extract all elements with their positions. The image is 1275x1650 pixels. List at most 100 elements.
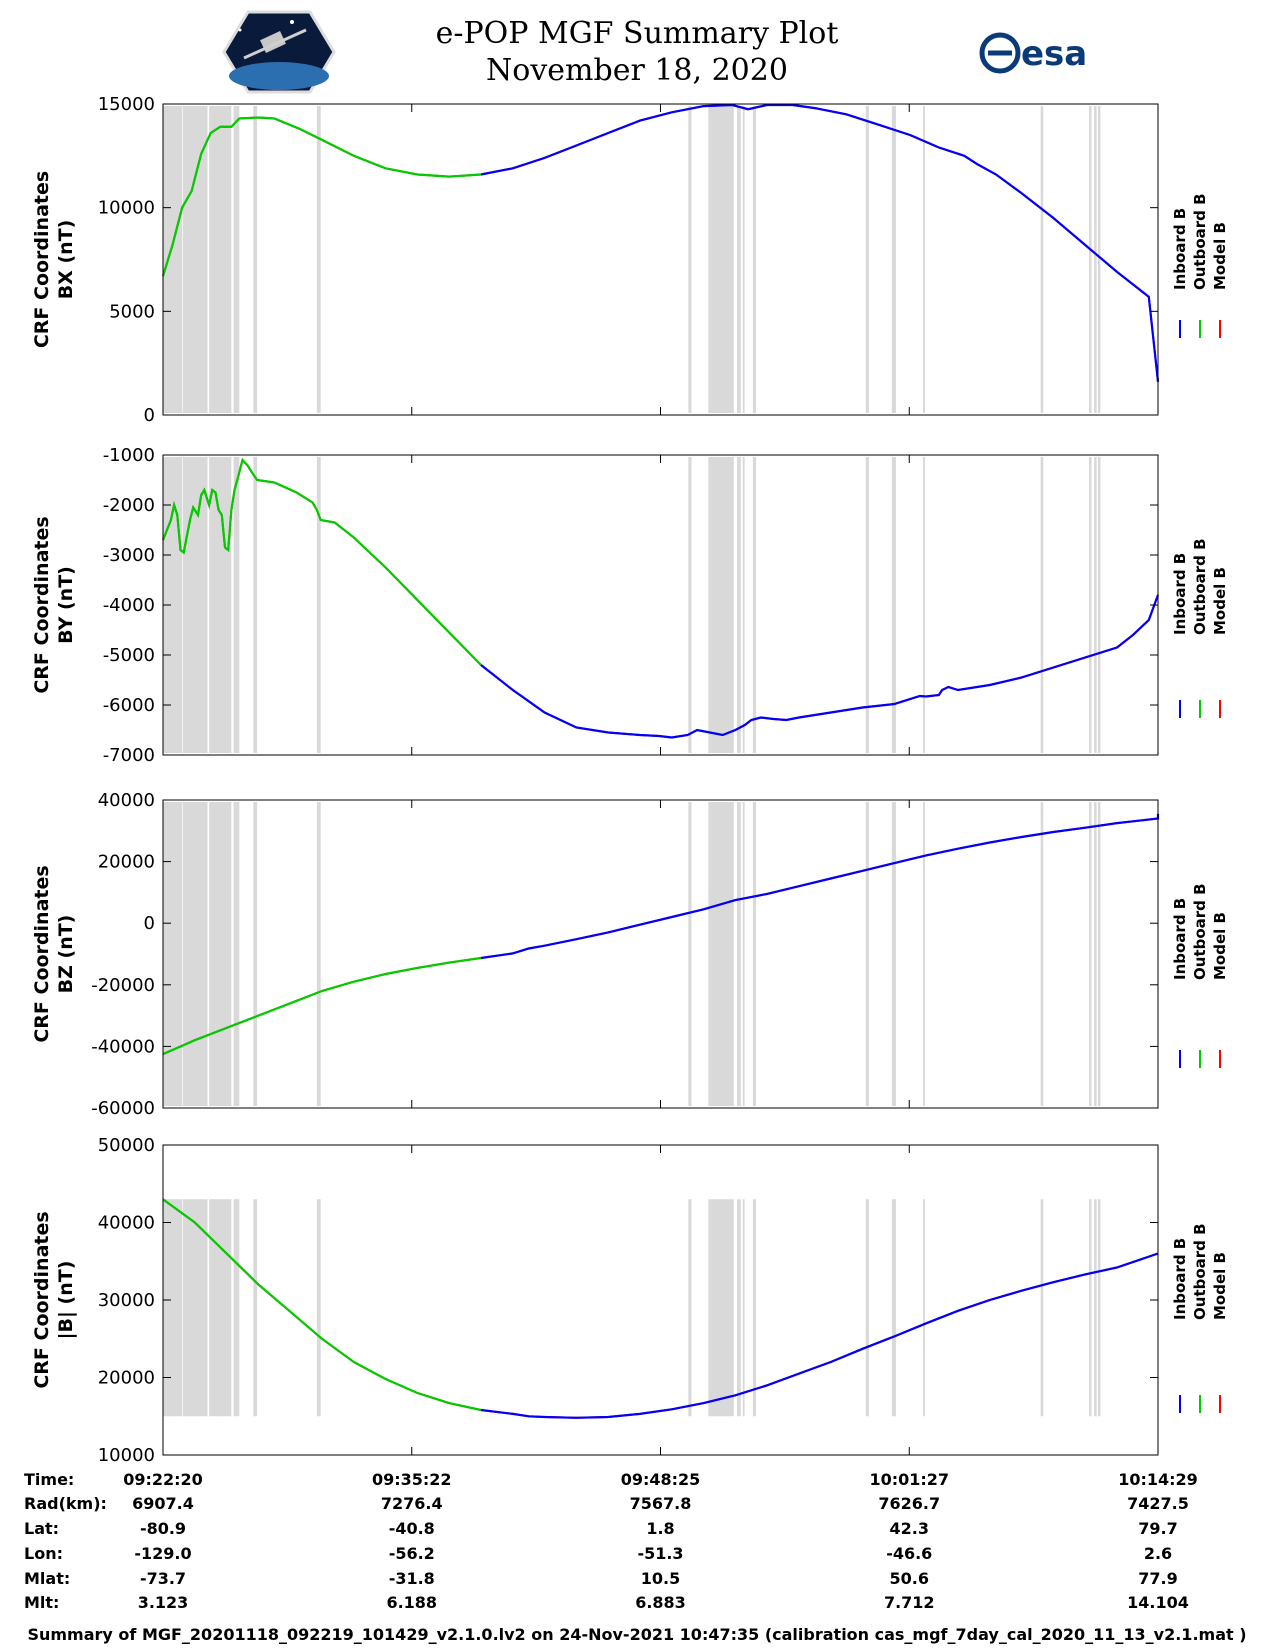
legend-label: Outboard B: [1191, 538, 1209, 635]
y-tick-label: 20000: [98, 852, 155, 873]
gap-band: [708, 457, 734, 753]
legend-label: Model B: [1211, 567, 1229, 635]
gap-band: [182, 457, 208, 753]
gap-band: [1088, 802, 1092, 1106]
gap-band: [253, 802, 258, 1106]
gap-band: [253, 1199, 258, 1417]
info-cell: 50.6: [890, 1569, 929, 1588]
info-cell: 1.8: [646, 1519, 674, 1538]
info-cell: 7276.4: [381, 1494, 443, 1513]
gap-band: [688, 457, 692, 753]
y-tick-label: -5000: [103, 645, 155, 666]
info-cell: 10.5: [641, 1569, 680, 1588]
info-cell: -46.6: [886, 1544, 932, 1563]
gap-band: [923, 106, 925, 413]
gap-band: [1040, 106, 1044, 413]
legend-label: Outboard B: [1191, 193, 1209, 290]
gap-band: [182, 106, 208, 413]
gap-band: [742, 106, 745, 413]
panel-4: 10000 20000 30000 40000 50000 CRF Coordinates…: [31, 1135, 1229, 1466]
gap-band: [1040, 802, 1044, 1106]
gap-band: [736, 802, 741, 1106]
info-row-label: Lon:: [24, 1544, 63, 1563]
info-cell: 3.123: [138, 1593, 189, 1612]
y-axis-label-unit: BY (nT): [55, 566, 77, 644]
plot-area: [163, 455, 1158, 755]
info-row-label: Lat:: [24, 1519, 59, 1538]
outboard-b-series: [162, 1198, 482, 1412]
y-tick-label: 15000: [98, 94, 155, 115]
info-row-label: Mlat:: [24, 1569, 70, 1588]
gap-band: [182, 1199, 208, 1417]
y-tick-label: 10000: [98, 198, 155, 219]
info-cell: 2.6: [1144, 1544, 1172, 1563]
outboard-b-series: [162, 956, 482, 1056]
gap-band: [891, 1199, 896, 1417]
footer-caption: Summary of MGF_20201118_092219_101429_v2…: [27, 1625, 1246, 1644]
plot-title: e-POP MGF Summary Plot: [436, 16, 839, 51]
mission-patch-logo: [222, 10, 336, 94]
info-cell: 6.188: [386, 1593, 437, 1612]
y-tick-label: -7000: [103, 745, 155, 766]
y-axis-label: CRF Coordinates: [31, 1211, 53, 1388]
info-cell: 7427.5: [1127, 1494, 1189, 1513]
legend-label: Outboard B: [1191, 1223, 1209, 1320]
gap-band: [1094, 106, 1097, 413]
info-cell: 7.712: [884, 1593, 935, 1612]
y-tick-label: 20000: [98, 1368, 155, 1389]
info-row-label: Rad(km):: [24, 1494, 107, 1513]
plot-area: [163, 800, 1158, 1108]
gap-band: [253, 106, 258, 413]
gap-band: [1088, 106, 1092, 413]
gap-band: [752, 1199, 757, 1417]
gap-band: [865, 1199, 869, 1417]
info-cell: 42.3: [890, 1519, 929, 1538]
inboard-b-series: [480, 813, 1160, 960]
gap-band: [736, 457, 741, 753]
gap-band: [163, 802, 183, 1106]
gap-band: [316, 106, 321, 413]
gap-band: [1097, 106, 1101, 413]
legend: Inboard B Outboard B Model B: [1171, 1223, 1229, 1413]
gap-band: [233, 106, 240, 413]
y-axis-label: CRF Coordinates: [31, 171, 53, 348]
info-cell: 09:35:22: [372, 1470, 452, 1489]
gap-band: [163, 1199, 183, 1417]
plot-area: [163, 1145, 1158, 1455]
gap-band: [233, 457, 240, 753]
y-axis-label-unit: BX (nT): [55, 220, 77, 300]
panel-1: 0 5000 10000 15000 CRF Coordinates BX (nT) Inb…: [31, 94, 1229, 426]
panel-2: -7000 -6000 -5000 -4000 -3000 -2000 -1000 CRF C…: [31, 445, 1229, 766]
gap-band: [182, 802, 208, 1106]
gap-band: [233, 1199, 240, 1417]
y-tick-label: 0: [144, 405, 155, 426]
plot-area: [163, 104, 1158, 415]
gap-band: [209, 802, 232, 1106]
gap-band: [891, 106, 896, 413]
gap-band: [253, 457, 258, 753]
y-tick-label: -4000: [103, 595, 155, 616]
gap-band: [865, 106, 869, 413]
info-cell: 09:48:25: [621, 1470, 701, 1489]
info-cell: 10:01:27: [869, 1470, 949, 1489]
info-cell: -73.7: [140, 1569, 186, 1588]
gap-band: [865, 802, 869, 1106]
inboard-b-series: [480, 594, 1160, 739]
panel-3: -60000 -40000 -20000 0 20000 40000 CRF Coordin…: [31, 790, 1229, 1119]
legend-label: Inboard B: [1171, 898, 1189, 980]
info-cell: -56.2: [389, 1544, 435, 1563]
gap-band: [163, 106, 183, 413]
gap-band: [708, 802, 734, 1106]
header: e-POP MGF Summary Plot November 18, 2020…: [222, 10, 1087, 94]
gap-band: [923, 1199, 925, 1417]
gap-band: [688, 106, 692, 413]
info-cell: 7626.7: [878, 1494, 940, 1513]
esa-logo-text: esa: [1021, 34, 1087, 74]
gap-band: [923, 802, 925, 1106]
gap-band: [865, 457, 869, 753]
outboard-b-series: [161, 116, 482, 277]
esa-logo: esa: [979, 32, 1087, 74]
legend: Inboard B Outboard B Model B: [1171, 883, 1229, 1068]
